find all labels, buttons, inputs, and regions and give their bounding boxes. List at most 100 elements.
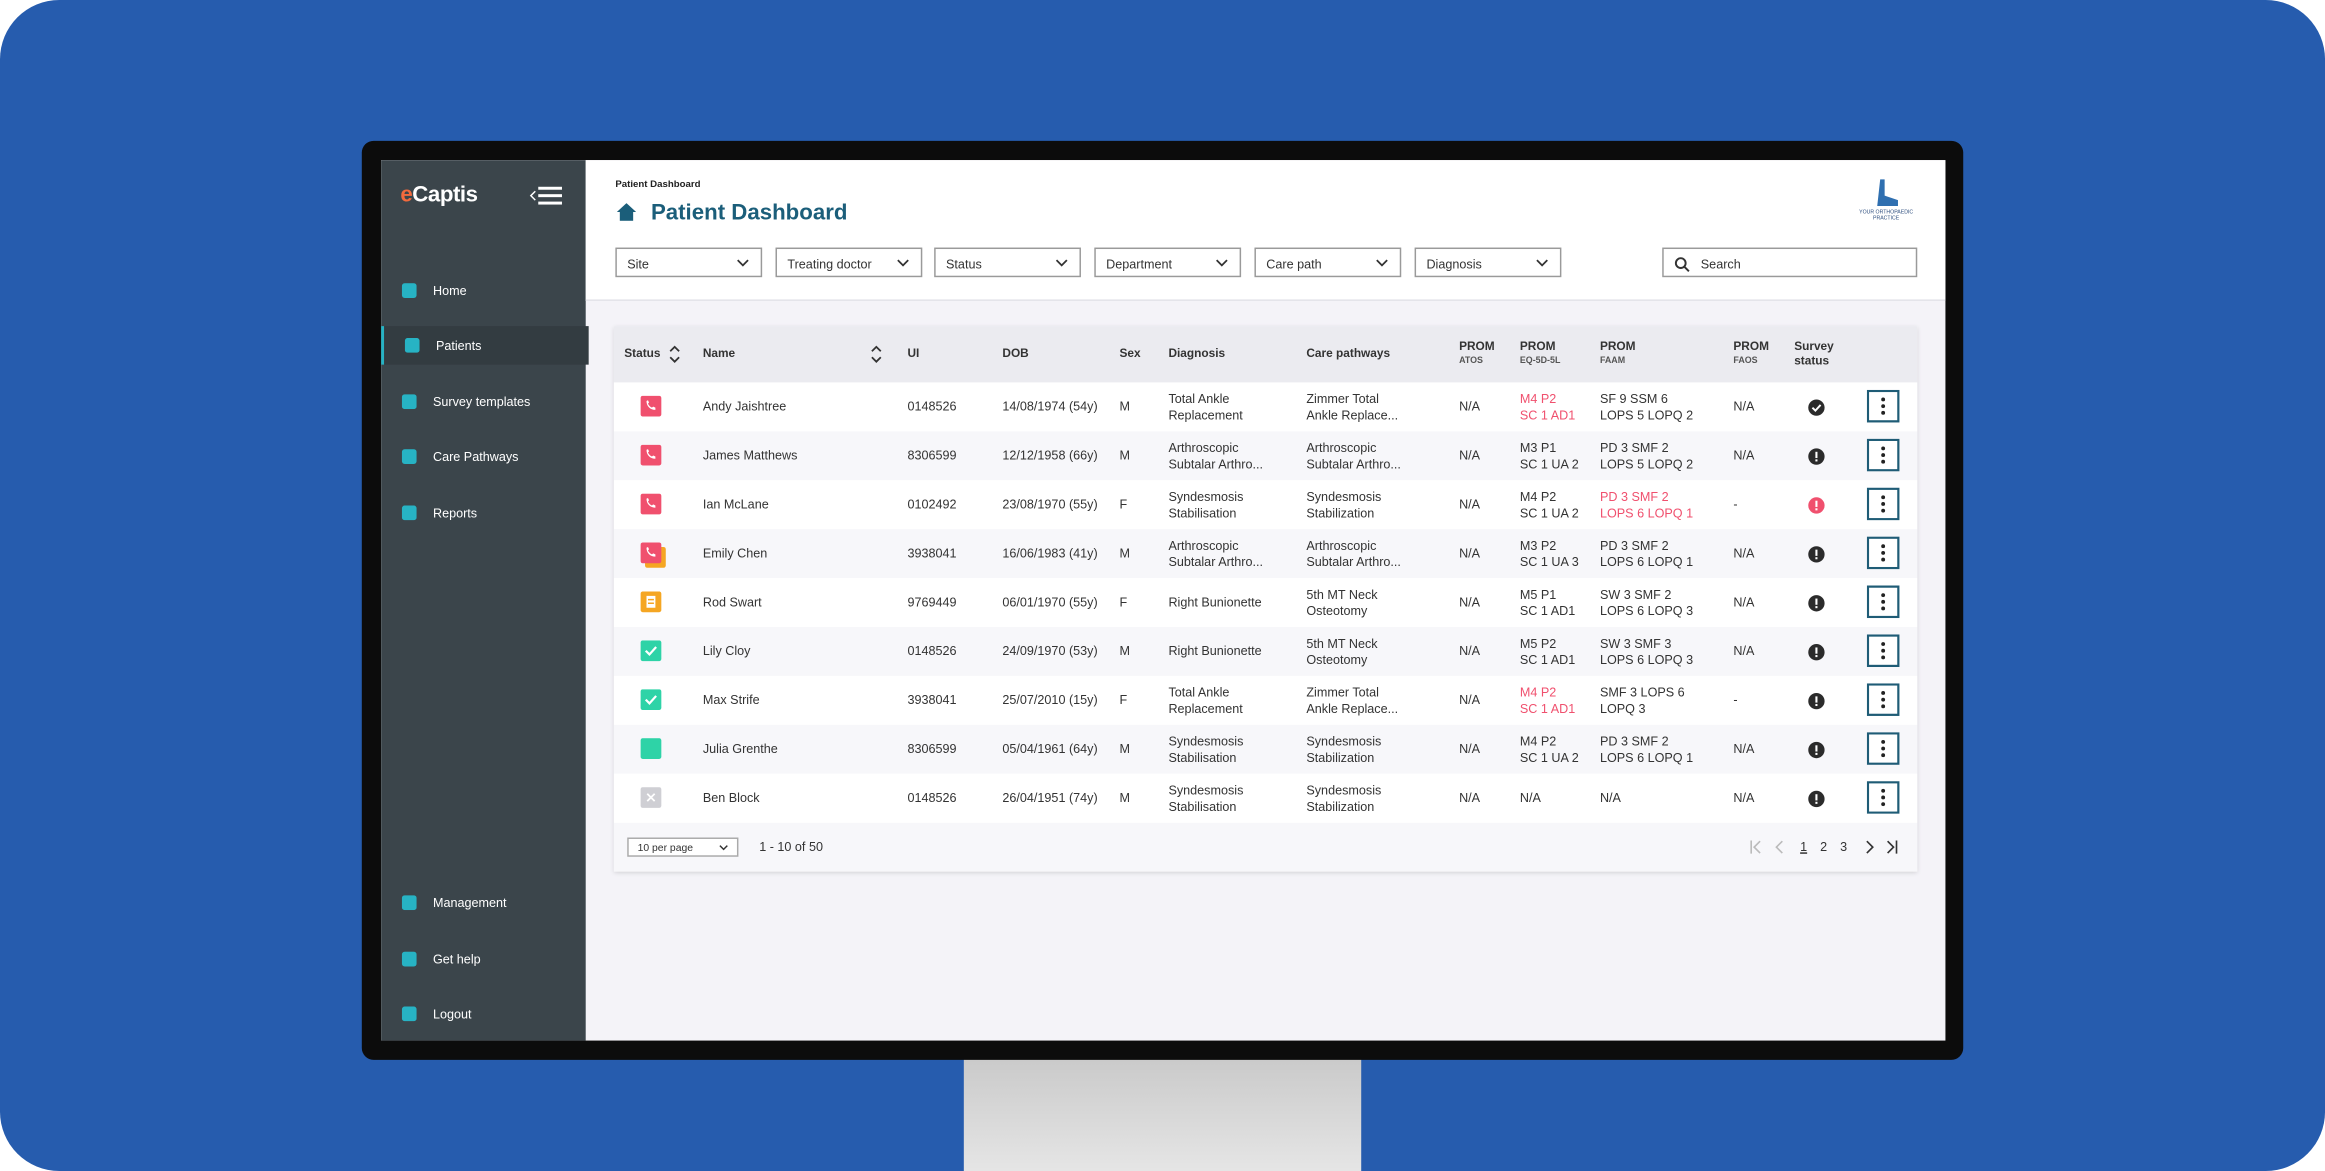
nav-item[interactable]: Survey templates	[381, 382, 586, 421]
filter-label: Department	[1106, 256, 1173, 272]
survey-status-icon	[1808, 643, 1826, 661]
table-cell: SF 9 SSM 6 LOPS 5 LOPQ 2	[1600, 391, 1693, 422]
survey-status-icon-graphic	[1808, 399, 1825, 416]
page-nav-graphic	[1775, 840, 1783, 854]
row-actions-button[interactable]	[1866, 732, 1900, 765]
column-header: Sex	[1119, 346, 1141, 361]
page-number[interactable]: 3	[1840, 838, 1848, 854]
status-icon-graphic	[640, 591, 662, 613]
table-cell: PD 3 SMF 2 LOPS 6 LOPQ 1	[1600, 734, 1693, 765]
cell-line: Stabilisation	[1168, 504, 1237, 520]
page-nav[interactable]	[1750, 840, 1762, 854]
table-cell: N/A	[1733, 741, 1755, 756]
nav-label: Patients	[435, 338, 482, 354]
filter-dropdown[interactable]: Site	[615, 247, 763, 278]
page-nav-graphic	[1866, 840, 1874, 854]
cell-line: Stabilisation	[1168, 749, 1237, 765]
row-actions-button[interactable]	[1866, 781, 1900, 814]
cell-line: LOPS 6 LOPQ 1	[1599, 553, 1694, 569]
column-header: Survey status	[1794, 339, 1834, 369]
filter-dropdown[interactable]: Status	[934, 247, 1081, 278]
cell-line: Osteotomy	[1306, 602, 1368, 618]
logo-text: Captis	[412, 182, 478, 208]
row-actions-button[interactable]	[1866, 634, 1900, 668]
table-cell: SW 3 SMF 3 LOPS 6 LOPQ 3	[1600, 636, 1693, 667]
table-cell: N/A	[1459, 692, 1481, 708]
page-nav[interactable]	[1886, 840, 1898, 854]
page-title: Patient Dashboard	[650, 200, 848, 226]
row-actions-button[interactable]	[1866, 438, 1900, 472]
row-actions-button[interactable]	[1866, 683, 1900, 716]
survey-status-icon	[1808, 594, 1826, 612]
row-actions-button[interactable]	[1866, 585, 1900, 619]
table-cell: 5th MT Neck Osteotomy	[1306, 587, 1377, 618]
page-nav-graphic	[1887, 840, 1898, 854]
practice-logo-line: YOUR ORTHOPAEDIC	[1859, 209, 1914, 215]
menu-toggle[interactable]	[529, 185, 565, 206]
cell-line: Osteotomy	[1306, 651, 1368, 667]
nav-item[interactable]: Reports	[381, 493, 586, 532]
column-header: PROM ATOS	[1459, 339, 1495, 369]
table-cell: Syndesmosis Stabilisation	[1168, 489, 1243, 520]
cell-line: SC 1 UA 2	[1519, 749, 1579, 765]
row-actions-button[interactable]	[1866, 536, 1900, 570]
table-cell: Julia Grenthe	[702, 741, 778, 756]
table-cell: Arthroscopic Subtalar Arthro...	[1306, 440, 1401, 471]
column-header: Care pathways	[1306, 346, 1391, 361]
filter-dropdown[interactable]: Treating doctor	[775, 247, 923, 278]
cell-line: M4 P2	[1519, 684, 1557, 700]
sort-icon[interactable]	[669, 345, 681, 363]
table-cell: Syndesmosis Stabilization	[1306, 489, 1381, 520]
cell-line: Subtalar Arthro...	[1306, 553, 1401, 569]
cell-line: PD 3 SMF 2	[1599, 489, 1669, 504]
status-icon-graphic	[640, 738, 662, 759]
nav-item[interactable]: Logout	[381, 995, 586, 1034]
filter-label: Care path	[1266, 256, 1322, 272]
page-nav[interactable]	[1864, 840, 1876, 854]
cell-line: SC 1 UA 3	[1519, 553, 1579, 569]
nav-item[interactable]: Get help	[381, 939, 586, 978]
page-number[interactable]: 1	[1800, 838, 1808, 854]
page-nav[interactable]	[1773, 840, 1785, 854]
column-header-line: PROM	[1599, 339, 1636, 353]
table-cell: M5 P1 SC 1 AD1	[1520, 587, 1575, 618]
cell-line: 5th MT Neck	[1306, 635, 1378, 651]
filter-dropdown[interactable]: Care path	[1254, 247, 1402, 278]
survey-status-icon	[1808, 692, 1826, 710]
table-cell: Emily Chen	[702, 545, 768, 561]
page-number[interactable]: 2	[1820, 838, 1828, 854]
table-cell: F	[1119, 496, 1128, 512]
table-cell: M	[1119, 741, 1131, 756]
nav-item[interactable]: Care Pathways	[381, 438, 586, 477]
table-cell: Total Ankle Replacement	[1168, 391, 1242, 422]
table-cell: Syndesmosis Stabilization	[1306, 734, 1381, 765]
logo-accent: e	[400, 182, 413, 208]
filter-dropdown[interactable]: Department	[1094, 247, 1242, 278]
table-cell: 26/04/1951 (74y)	[1002, 790, 1098, 805]
filter-dropdown[interactable]: Diagnosis	[1414, 247, 1562, 278]
table-cell: 24/09/1970 (53y)	[1002, 643, 1098, 659]
table-cell: 16/06/1983 (41y)	[1002, 545, 1098, 561]
row-actions-button[interactable]	[1866, 487, 1900, 521]
nav-item[interactable]: Home	[381, 271, 586, 310]
sort-icon[interactable]	[870, 345, 882, 363]
search-box[interactable]: Search	[1662, 247, 1918, 278]
cell-line: Subtalar Arthro...	[1168, 553, 1264, 569]
table-cell: N/A	[1459, 496, 1481, 512]
survey-status-icon-graphic	[1808, 644, 1825, 661]
cell-line: Replacement	[1168, 406, 1243, 422]
status-icon-graphic	[640, 395, 662, 417]
row-actions-button[interactable]	[1866, 389, 1900, 423]
chevron	[1536, 259, 1548, 267]
table-cell: 23/08/1970 (55y)	[1002, 496, 1098, 512]
table-row: Rod Swart 9769449 06/01/1970 (55y) F Right B…	[613, 578, 1918, 628]
screen: eCaptis Home Patients Survey templates Care…	[381, 160, 1946, 1041]
cell-line: LOPS 6 LOPQ 3	[1599, 602, 1694, 618]
cell-line: SC 1 AD1	[1519, 406, 1576, 422]
per-page-select[interactable]: 10 per page	[627, 837, 739, 857]
filter-label: Treating doctor	[787, 256, 872, 272]
table-cell: Syndesmosis Stabilization	[1306, 783, 1381, 814]
nav-item[interactable]: Management	[381, 883, 586, 922]
nav-item[interactable]: Patients	[381, 326, 589, 366]
cell-line: LOPQ 3	[1599, 700, 1646, 716]
